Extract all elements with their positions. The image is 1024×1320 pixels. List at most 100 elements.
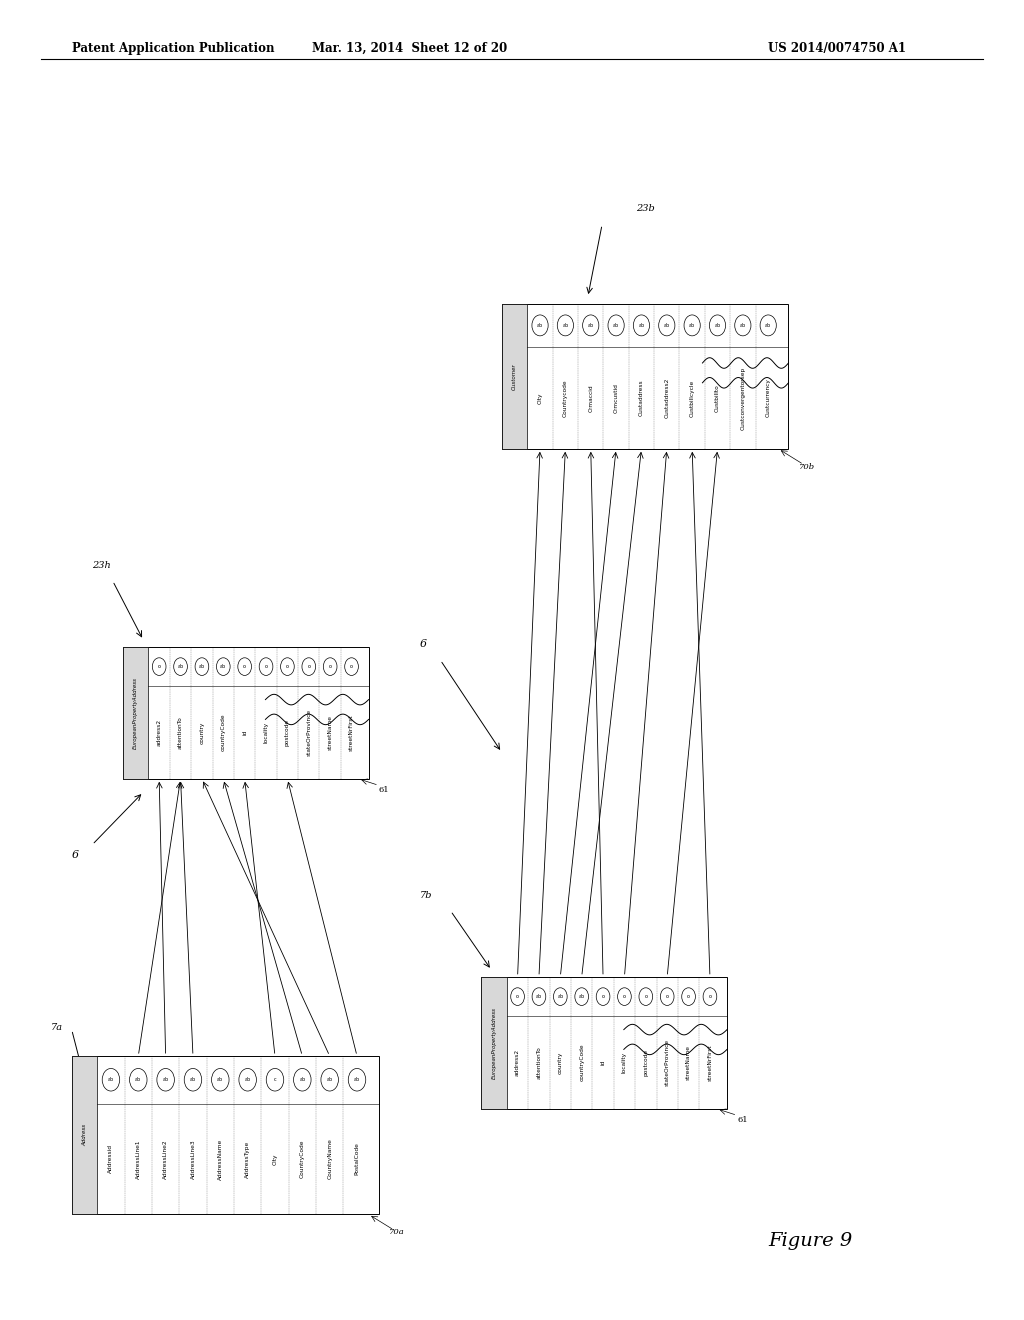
Text: o: o	[644, 994, 647, 999]
Text: AddressLine2: AddressLine2	[163, 1139, 168, 1179]
Text: Custconvergentorsep: Custconvergentorsep	[740, 367, 745, 429]
Text: address2: address2	[157, 719, 162, 746]
Text: AddressLine1: AddressLine1	[136, 1139, 140, 1179]
Text: CountryName: CountryName	[328, 1139, 332, 1179]
Text: ab: ab	[536, 994, 542, 999]
Text: streetNrFirst: streetNrFirst	[349, 714, 354, 751]
Text: id: id	[600, 1060, 605, 1065]
Text: ab: ab	[739, 323, 745, 327]
Text: ab: ab	[135, 1077, 141, 1082]
Text: Custaddress: Custaddress	[639, 380, 644, 416]
Text: ab: ab	[354, 1077, 360, 1082]
Text: o: o	[264, 664, 267, 669]
Text: ab: ab	[220, 664, 226, 669]
Bar	[72, 1056, 97, 1214]
Text: ab: ab	[579, 994, 585, 999]
Text: AddressLine3: AddressLine3	[190, 1139, 196, 1179]
Text: Custbillcycle: Custbillcycle	[689, 379, 694, 417]
Text: Countrycode: Countrycode	[563, 379, 568, 417]
Text: PostalCode: PostalCode	[354, 1143, 359, 1175]
Text: ab: ab	[613, 323, 620, 327]
Text: o: o	[243, 664, 246, 669]
Text: ab: ab	[562, 323, 568, 327]
Text: stateOrProvince: stateOrProvince	[306, 709, 311, 756]
Text: o: o	[329, 664, 332, 669]
Text: City: City	[272, 1154, 278, 1164]
Text: AddressName: AddressName	[218, 1138, 223, 1180]
Text: ab: ab	[689, 323, 695, 327]
Bar	[502, 304, 788, 449]
Text: o: o	[307, 664, 310, 669]
Text: Patent Application Publication: Patent Application Publication	[72, 42, 274, 55]
Text: address2: address2	[515, 1049, 520, 1076]
Text: postcode: postcode	[285, 719, 290, 746]
Text: ab: ab	[715, 323, 721, 327]
Text: Custcurrency: Custcurrency	[766, 379, 771, 417]
Text: ab: ab	[664, 323, 670, 327]
Text: Custaddress2: Custaddress2	[665, 378, 670, 418]
Text: EuropeanPropertyAddress: EuropeanPropertyAddress	[133, 677, 138, 748]
Text: stateOrProvince: stateOrProvince	[665, 1039, 670, 1086]
Text: o: o	[350, 664, 353, 669]
Text: ab: ab	[537, 323, 543, 327]
Text: locality: locality	[263, 722, 268, 743]
Text: Address: Address	[82, 1125, 87, 1146]
Text: ab: ab	[199, 664, 205, 669]
Text: postcode: postcode	[643, 1049, 648, 1076]
Text: ab: ab	[245, 1077, 251, 1082]
Text: CountryCode: CountryCode	[300, 1139, 305, 1179]
Text: EuropeanPropertyAddress: EuropeanPropertyAddress	[492, 1007, 497, 1078]
Text: 61: 61	[379, 785, 389, 795]
Text: ab: ab	[217, 1077, 223, 1082]
Bar	[123, 647, 369, 779]
Bar	[123, 647, 148, 779]
Text: o: o	[687, 994, 690, 999]
Text: o: o	[623, 994, 626, 999]
Text: countryCode: countryCode	[580, 1044, 584, 1081]
Text: o: o	[666, 994, 669, 999]
Text: 23h: 23h	[92, 561, 111, 570]
Bar	[72, 1056, 379, 1214]
Text: ab: ab	[588, 323, 594, 327]
Text: 23b: 23b	[636, 205, 654, 214]
Text: City: City	[538, 392, 543, 404]
Text: attentionTo: attentionTo	[178, 717, 183, 748]
Bar	[502, 304, 527, 449]
Text: Mar. 13, 2014  Sheet 12 of 20: Mar. 13, 2014 Sheet 12 of 20	[312, 42, 507, 55]
Text: id: id	[242, 730, 247, 735]
Text: ab: ab	[557, 994, 563, 999]
Text: ab: ab	[163, 1077, 169, 1082]
Text: ab: ab	[638, 323, 644, 327]
Text: Addressid: Addressid	[109, 1144, 114, 1173]
Text: ab: ab	[299, 1077, 305, 1082]
Text: attentionTo: attentionTo	[537, 1047, 542, 1078]
Text: ab: ab	[108, 1077, 114, 1082]
Text: Customer: Customer	[512, 363, 517, 389]
Text: o: o	[709, 994, 712, 999]
Text: 7a: 7a	[51, 1023, 63, 1032]
Text: Custbillto: Custbillto	[715, 384, 720, 412]
Text: 7b: 7b	[420, 891, 432, 900]
Text: countryCode: countryCode	[221, 714, 225, 751]
Text: ab: ab	[177, 664, 183, 669]
Text: o: o	[601, 994, 604, 999]
Text: 6: 6	[420, 639, 427, 649]
Text: ab: ab	[189, 1077, 196, 1082]
Text: Crmcustid: Crmcustid	[613, 383, 618, 413]
Text: ab: ab	[765, 323, 771, 327]
Text: Crmaccid: Crmaccid	[588, 384, 593, 412]
Text: AddressType: AddressType	[245, 1140, 250, 1177]
Text: 6: 6	[72, 850, 79, 861]
Text: locality: locality	[622, 1052, 627, 1073]
Text: ab: ab	[327, 1077, 333, 1082]
Text: c: c	[273, 1077, 276, 1082]
Text: streetName: streetName	[686, 1045, 691, 1080]
Text: Figure 9: Figure 9	[768, 1232, 852, 1250]
Text: US 2014/0074750 A1: US 2014/0074750 A1	[768, 42, 906, 55]
Text: o: o	[286, 664, 289, 669]
Text: 70b: 70b	[799, 462, 815, 471]
Text: 70a: 70a	[389, 1228, 404, 1237]
Bar	[481, 977, 507, 1109]
Text: 61: 61	[737, 1115, 748, 1125]
Text: country: country	[200, 722, 205, 743]
